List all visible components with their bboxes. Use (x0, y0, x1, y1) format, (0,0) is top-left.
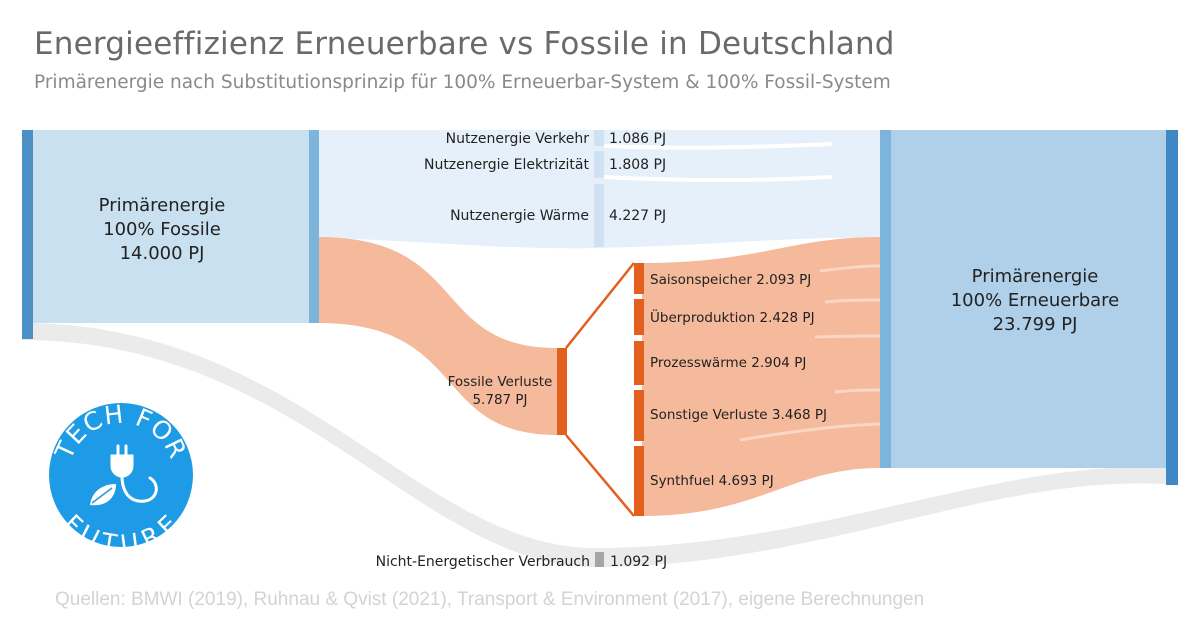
leaf-vein (91, 487, 113, 504)
node-fossil-label-1: Primärenergie (99, 195, 226, 216)
flow-separator (603, 142, 833, 150)
node-fossil-label-2: 100% Fossile (103, 219, 221, 240)
node-fossil-label-3: 14.000 PJ (120, 243, 205, 264)
value-nicht-energetisch: 1.092 PJ (610, 554, 667, 570)
bar-sonstige-verluste (634, 390, 644, 441)
label-nutzenergie-elektrizitaet: Nutzenergie Elektrizität (424, 157, 590, 173)
node-renewable-label-3: 23.799 PJ (993, 314, 1078, 335)
label-fossile-verluste-1: Fossile Verluste (448, 374, 553, 390)
source-note: Quellen: BMWI (2019), Ruhnau & Qvist (20… (55, 589, 925, 610)
bar-synthfuel (634, 446, 644, 516)
label-sonstige-verluste: Sonstige Verluste 3.468 PJ (650, 407, 827, 423)
label-nicht-energetisch: Nicht-Energetischer Verbrauch (376, 554, 590, 570)
label-ueberproduktion: Überproduktion 2.428 PJ (650, 308, 815, 326)
flow-fossile-verluste (318, 237, 557, 435)
node-renewable-label-2: 100% Erneuerbare (951, 290, 1120, 311)
flow-separator (824, 298, 881, 304)
flow-loss-region (642, 237, 880, 516)
flow-separator (739, 422, 881, 442)
value-nutzenergie-waerme: 4.227 PJ (609, 208, 666, 224)
label-saisonspeicher: Saisonspeicher 2.093 PJ (650, 272, 811, 288)
bar-saisonspeicher (634, 263, 644, 294)
bar-nutzenergie-elektrizitaet (594, 151, 604, 178)
label-nutzenergie-verkehr: Nutzenergie Verkehr (446, 131, 590, 147)
tech-for-future-logo: TECH FOR FUTURE (49, 399, 193, 559)
bar-nicht-energetisch (595, 552, 604, 567)
flow-nicht-energetisch (22, 323, 1178, 567)
fan-connector (565, 262, 635, 517)
bar-fossile-verluste (557, 348, 567, 435)
page-title: Energieeffizienz Erneuerbare vs Fossile … (34, 26, 895, 62)
label-nutzenergie-waerme: Nutzenergie Wärme (450, 208, 589, 224)
label-synthfuel: Synthfuel 4.693 PJ (650, 473, 774, 489)
bar-nutzenergie-verkehr (594, 130, 604, 146)
node-fossil-bar-right (309, 130, 319, 323)
node-renewable-bar-left (880, 130, 891, 468)
label-prozesswaerme: Prozesswärme 2.904 PJ (650, 355, 806, 371)
flow-separator (834, 388, 881, 394)
flow-separator (819, 264, 881, 273)
label-fossile-verluste-2: 5.787 PJ (472, 392, 527, 408)
page-subtitle: Primärenergie nach Substitutionsprinzip … (34, 72, 891, 93)
node-renewable (880, 130, 1178, 468)
value-nutzenergie-elektrizitaet: 1.808 PJ (609, 157, 666, 173)
plug-icon (110, 444, 158, 503)
flow-separator (603, 175, 833, 183)
node-fossil-bar-left (22, 130, 33, 339)
flow-separator (814, 334, 881, 339)
node-renewable-bar-right (1166, 130, 1178, 485)
bar-prozesswaerme (634, 341, 644, 385)
node-renewable-label-1: Primärenergie (972, 266, 1099, 287)
bar-ueberproduktion (634, 299, 644, 335)
value-nutzenergie-verkehr: 1.086 PJ (609, 131, 666, 147)
node-fossil (22, 130, 318, 323)
bar-nutzenergie-waerme (594, 184, 604, 247)
